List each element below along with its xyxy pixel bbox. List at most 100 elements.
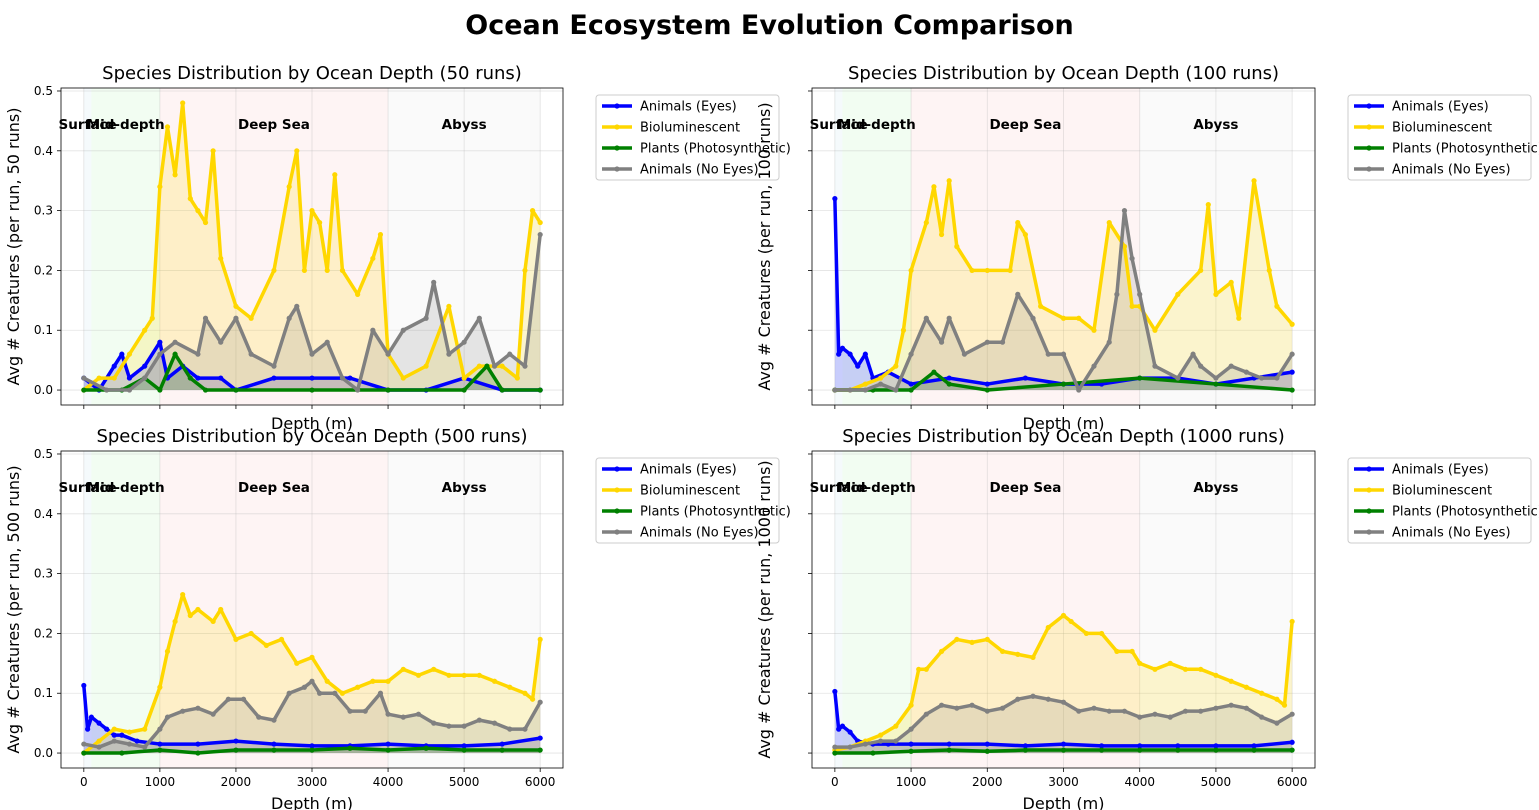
data-point [954, 705, 960, 711]
subplot-title: Species Distribution by Ocean Depth (100… [842, 426, 1285, 447]
data-point [537, 699, 543, 705]
legend: Animals (Eyes) Bioluminescent Plants (Phot… [595, 457, 791, 544]
zone-label: Abyss [442, 480, 487, 496]
data-point [507, 726, 513, 732]
data-point [1198, 363, 1204, 369]
data-point [309, 387, 315, 393]
zone-label: Mid-depth [838, 480, 916, 496]
x-axis-label: Depth (m) [1023, 414, 1105, 433]
data-point [1099, 630, 1105, 637]
x-tick-label: 1000 [896, 775, 927, 789]
data-point [529, 696, 536, 702]
series-fill-1 [83, 102, 541, 391]
data-point [195, 705, 201, 711]
legend-entry: Bioluminescent [640, 484, 740, 499]
data-point [908, 267, 914, 274]
legend-entry: Plants (Photosynthetic) [1392, 505, 1539, 520]
data-point [1251, 743, 1257, 749]
data-point [476, 363, 482, 369]
zone-label: Surface [810, 480, 868, 496]
x-tick-label: 2000 [972, 775, 1003, 789]
data-point [355, 684, 361, 690]
data-point [431, 666, 437, 672]
data-point [263, 642, 269, 648]
data-point [499, 363, 505, 369]
legend-marker [614, 466, 620, 472]
data-point [142, 327, 148, 333]
data-point [172, 172, 178, 178]
data-point [385, 351, 391, 357]
data-point [1198, 267, 1204, 274]
data-point [877, 381, 884, 387]
data-point [1022, 231, 1028, 238]
data-point [984, 267, 990, 274]
data-point [537, 636, 543, 643]
data-point [1091, 363, 1097, 369]
data-point [862, 381, 868, 387]
data-point [233, 315, 239, 321]
zone-label: Abyss [442, 117, 487, 133]
data-point [1129, 648, 1135, 654]
data-point [522, 726, 528, 732]
data-point [446, 351, 452, 357]
data-point [339, 267, 346, 274]
data-point [1015, 291, 1021, 297]
data-point [195, 208, 201, 214]
data-point [324, 339, 330, 345]
data-point [1198, 666, 1204, 672]
data-point [142, 726, 148, 732]
data-point [218, 255, 224, 262]
data-point [355, 291, 361, 297]
series-fill-1 [83, 594, 541, 754]
legend-entry: Animals (Eyes) [1392, 100, 1489, 115]
data-point [984, 741, 990, 747]
data-point [301, 684, 307, 690]
data-point [461, 387, 467, 393]
data-point [499, 741, 505, 747]
data-point [286, 184, 292, 190]
data-point [142, 375, 148, 381]
x-tick-label: 6000 [525, 775, 556, 789]
data-point [111, 726, 117, 732]
data-point [309, 351, 315, 357]
data-point [476, 672, 482, 678]
data-point [126, 729, 133, 735]
data-point [309, 747, 315, 753]
data-point [1289, 711, 1295, 717]
data-point [537, 747, 543, 753]
data-point [195, 741, 201, 747]
data-point [111, 363, 117, 369]
data-point [1152, 327, 1158, 333]
data-point [1243, 684, 1250, 690]
data-point [839, 723, 846, 729]
data-point [938, 231, 945, 238]
data-point [832, 387, 838, 393]
data-point [1129, 303, 1135, 309]
zone-label: Deep Sea [238, 480, 310, 496]
zone-label: Surface [59, 117, 117, 133]
y-tick-label: 0.2 [34, 626, 53, 640]
legend-marker [1366, 508, 1372, 514]
y-axis-label: Avg # Creatures (per run, 50 runs) [4, 108, 23, 386]
subplot-title: Species Distribution by Ocean Depth (50 … [102, 63, 522, 84]
data-point [938, 702, 945, 708]
data-point [491, 363, 498, 369]
data-point [119, 351, 125, 357]
legend-marker [614, 166, 620, 172]
data-point [1121, 243, 1128, 250]
zone-label: Mid-depth [87, 117, 165, 133]
y-tick-label: 0.3 [34, 204, 53, 218]
data-point [332, 172, 338, 178]
data-point [446, 672, 452, 678]
data-point [202, 315, 209, 321]
data-point [1099, 747, 1105, 753]
data-point [1289, 369, 1295, 375]
data-point [522, 363, 528, 369]
legend: Animals (Eyes) Bioluminescent Plants (Phot… [1347, 94, 1539, 181]
data-point [400, 375, 406, 381]
zone-band-0 [83, 88, 92, 405]
data-point [832, 688, 838, 695]
data-point [1274, 303, 1280, 309]
data-point [522, 267, 528, 274]
data-point [1175, 291, 1181, 297]
